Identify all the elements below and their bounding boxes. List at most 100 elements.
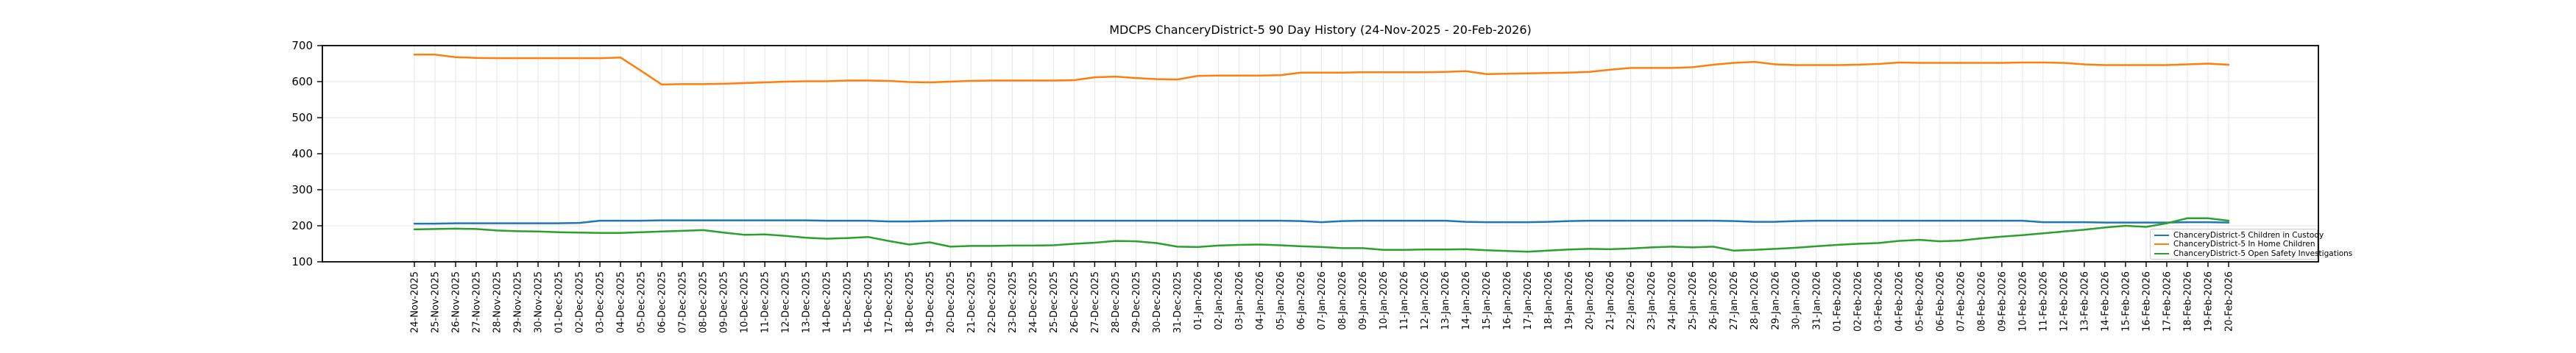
svg-text:31-Jan-2026: 31-Jan-2026 [1811,271,1822,330]
svg-text:700: 700 [291,39,313,52]
svg-text:100: 100 [291,255,313,268]
svg-text:08-Feb-2026: 08-Feb-2026 [1976,271,1987,332]
svg-text:26-Dec-2025: 26-Dec-2025 [1069,271,1080,333]
svg-text:03-Jan-2026: 03-Jan-2026 [1234,271,1245,330]
svg-text:600: 600 [291,75,313,88]
svg-text:200: 200 [291,219,313,232]
svg-text:28-Nov-2025: 28-Nov-2025 [492,271,503,333]
svg-text:15-Jan-2026: 15-Jan-2026 [1482,271,1493,330]
legend-label: ChanceryDistrict-5 Open Safety Investiga… [2173,249,2353,258]
svg-text:19-Jan-2026: 19-Jan-2026 [1564,271,1575,330]
svg-text:29-Dec-2025: 29-Dec-2025 [1131,271,1142,333]
svg-text:05-Dec-2025: 05-Dec-2025 [637,271,648,333]
svg-text:25-Jan-2026: 25-Jan-2026 [1688,271,1699,330]
svg-text:15-Dec-2025: 15-Dec-2025 [843,271,854,333]
svg-text:06-Jan-2026: 06-Jan-2026 [1296,271,1307,330]
svg-text:16-Jan-2026: 16-Jan-2026 [1502,271,1513,330]
svg-text:18-Jan-2026: 18-Jan-2026 [1543,271,1554,330]
svg-text:01-Jan-2026: 01-Jan-2026 [1193,271,1204,330]
svg-text:14-Feb-2026: 14-Feb-2026 [2100,271,2111,332]
svg-text:06-Dec-2025: 06-Dec-2025 [657,271,668,333]
svg-text:20-Feb-2026: 20-Feb-2026 [2224,271,2235,332]
plot-border [322,45,2319,263]
svg-text:27-Nov-2025: 27-Nov-2025 [472,271,483,333]
svg-text:30-Nov-2025: 30-Nov-2025 [534,271,545,333]
svg-text:21-Dec-2025: 21-Dec-2025 [966,271,977,333]
svg-text:10-Dec-2025: 10-Dec-2025 [740,271,751,333]
svg-text:21-Jan-2026: 21-Jan-2026 [1605,271,1616,330]
svg-text:16-Dec-2025: 16-Dec-2025 [863,271,874,333]
svg-text:18-Feb-2026: 18-Feb-2026 [2182,271,2193,332]
svg-text:31-Dec-2025: 31-Dec-2025 [1172,271,1183,333]
legend-label: ChanceryDistrict-5 In Home Children [2173,240,2315,249]
svg-text:08-Dec-2025: 08-Dec-2025 [698,271,710,333]
svg-text:05-Feb-2026: 05-Feb-2026 [1914,271,1925,332]
svg-text:22-Jan-2026: 22-Jan-2026 [1626,271,1637,330]
svg-text:26-Jan-2026: 26-Jan-2026 [1708,271,1719,330]
svg-text:09-Dec-2025: 09-Dec-2025 [719,271,730,333]
legend-item-in-home-children: ChanceryDistrict-5 In Home Children [2154,240,2315,249]
svg-text:10-Jan-2026: 10-Jan-2026 [1379,271,1390,330]
legend-label: ChanceryDistrict-5 Children in Custody [2173,230,2324,240]
svg-text:25-Nov-2025: 25-Nov-2025 [431,271,442,333]
svg-text:05-Jan-2026: 05-Jan-2026 [1275,271,1287,330]
svg-text:02-Dec-2025: 02-Dec-2025 [575,271,586,333]
svg-text:28-Jan-2026: 28-Jan-2026 [1749,271,1761,330]
svg-text:19-Dec-2025: 19-Dec-2025 [925,271,936,333]
svg-text:03-Dec-2025: 03-Dec-2025 [595,271,606,333]
svg-text:400: 400 [291,147,313,160]
svg-text:03-Feb-2026: 03-Feb-2026 [1873,271,1884,332]
chart-title: MDCPS ChanceryDistrict-5 90 Day History … [1109,23,1532,37]
svg-text:07-Feb-2026: 07-Feb-2026 [1956,271,1967,332]
svg-text:25-Dec-2025: 25-Dec-2025 [1049,271,1060,333]
svg-text:23-Dec-2025: 23-Dec-2025 [1008,271,1019,333]
svg-text:11-Jan-2026: 11-Jan-2026 [1399,271,1410,330]
svg-text:01-Dec-2025: 01-Dec-2025 [554,271,565,333]
svg-text:04-Dec-2025: 04-Dec-2025 [616,271,627,333]
svg-text:27-Dec-2025: 27-Dec-2025 [1090,271,1101,333]
svg-text:16-Feb-2026: 16-Feb-2026 [2141,271,2152,332]
svg-text:24-Dec-2025: 24-Dec-2025 [1028,271,1039,333]
svg-text:10-Feb-2026: 10-Feb-2026 [2017,271,2028,332]
svg-text:19-Feb-2026: 19-Feb-2026 [2203,271,2214,332]
svg-text:300: 300 [291,183,313,196]
svg-text:11-Feb-2026: 11-Feb-2026 [2038,271,2049,332]
svg-text:14-Dec-2025: 14-Dec-2025 [822,271,833,333]
svg-text:17-Dec-2025: 17-Dec-2025 [884,271,895,333]
svg-text:13-Dec-2025: 13-Dec-2025 [802,271,813,333]
svg-text:30-Jan-2026: 30-Jan-2026 [1791,271,1802,330]
svg-text:07-Dec-2025: 07-Dec-2025 [678,271,689,333]
legend-item-open-safety-investigations: ChanceryDistrict-5 Open Safety Investiga… [2154,249,2352,258]
svg-text:02-Jan-2026: 02-Jan-2026 [1214,271,1225,330]
svg-text:28-Dec-2025: 28-Dec-2025 [1111,271,1122,333]
svg-text:23-Jan-2026: 23-Jan-2026 [1646,271,1657,330]
svg-text:06-Feb-2026: 06-Feb-2026 [1935,271,1946,332]
svg-text:24-Jan-2026: 24-Jan-2026 [1667,271,1678,330]
legend-item-children-in-custody: ChanceryDistrict-5 Children in Custody [2154,231,2324,240]
axis-ticks [317,45,2229,267]
svg-text:14-Jan-2026: 14-Jan-2026 [1461,271,1472,330]
svg-text:07-Jan-2026: 07-Jan-2026 [1317,271,1328,330]
svg-text:20-Dec-2025: 20-Dec-2025 [946,271,957,333]
svg-text:15-Feb-2026: 15-Feb-2026 [2120,271,2131,332]
svg-text:17-Jan-2026: 17-Jan-2026 [1523,271,1534,330]
svg-text:22-Dec-2025: 22-Dec-2025 [987,271,998,333]
svg-text:02-Feb-2026: 02-Feb-2026 [1853,271,1864,332]
svg-text:20-Jan-2026: 20-Jan-2026 [1585,271,1596,330]
svg-text:04-Feb-2026: 04-Feb-2026 [1894,271,1905,332]
svg-text:09-Feb-2026: 09-Feb-2026 [1997,271,2008,332]
data-series-lines [413,54,2230,253]
legend-line-icon [2154,234,2169,236]
svg-text:08-Jan-2026: 08-Jan-2026 [1337,271,1348,330]
svg-text:13-Jan-2026: 13-Jan-2026 [1440,271,1451,330]
svg-text:11-Dec-2025: 11-Dec-2025 [760,271,771,333]
svg-text:18-Dec-2025: 18-Dec-2025 [905,271,916,333]
svg-text:12-Feb-2026: 12-Feb-2026 [2059,271,2070,332]
svg-text:17-Feb-2026: 17-Feb-2026 [2162,271,2173,332]
legend: ChanceryDistrict-5 Children in Custody C… [2150,229,2352,260]
legend-line-icon [2154,252,2169,254]
svg-text:01-Feb-2026: 01-Feb-2026 [1832,271,1843,332]
svg-text:24-Nov-2025: 24-Nov-2025 [410,271,421,333]
